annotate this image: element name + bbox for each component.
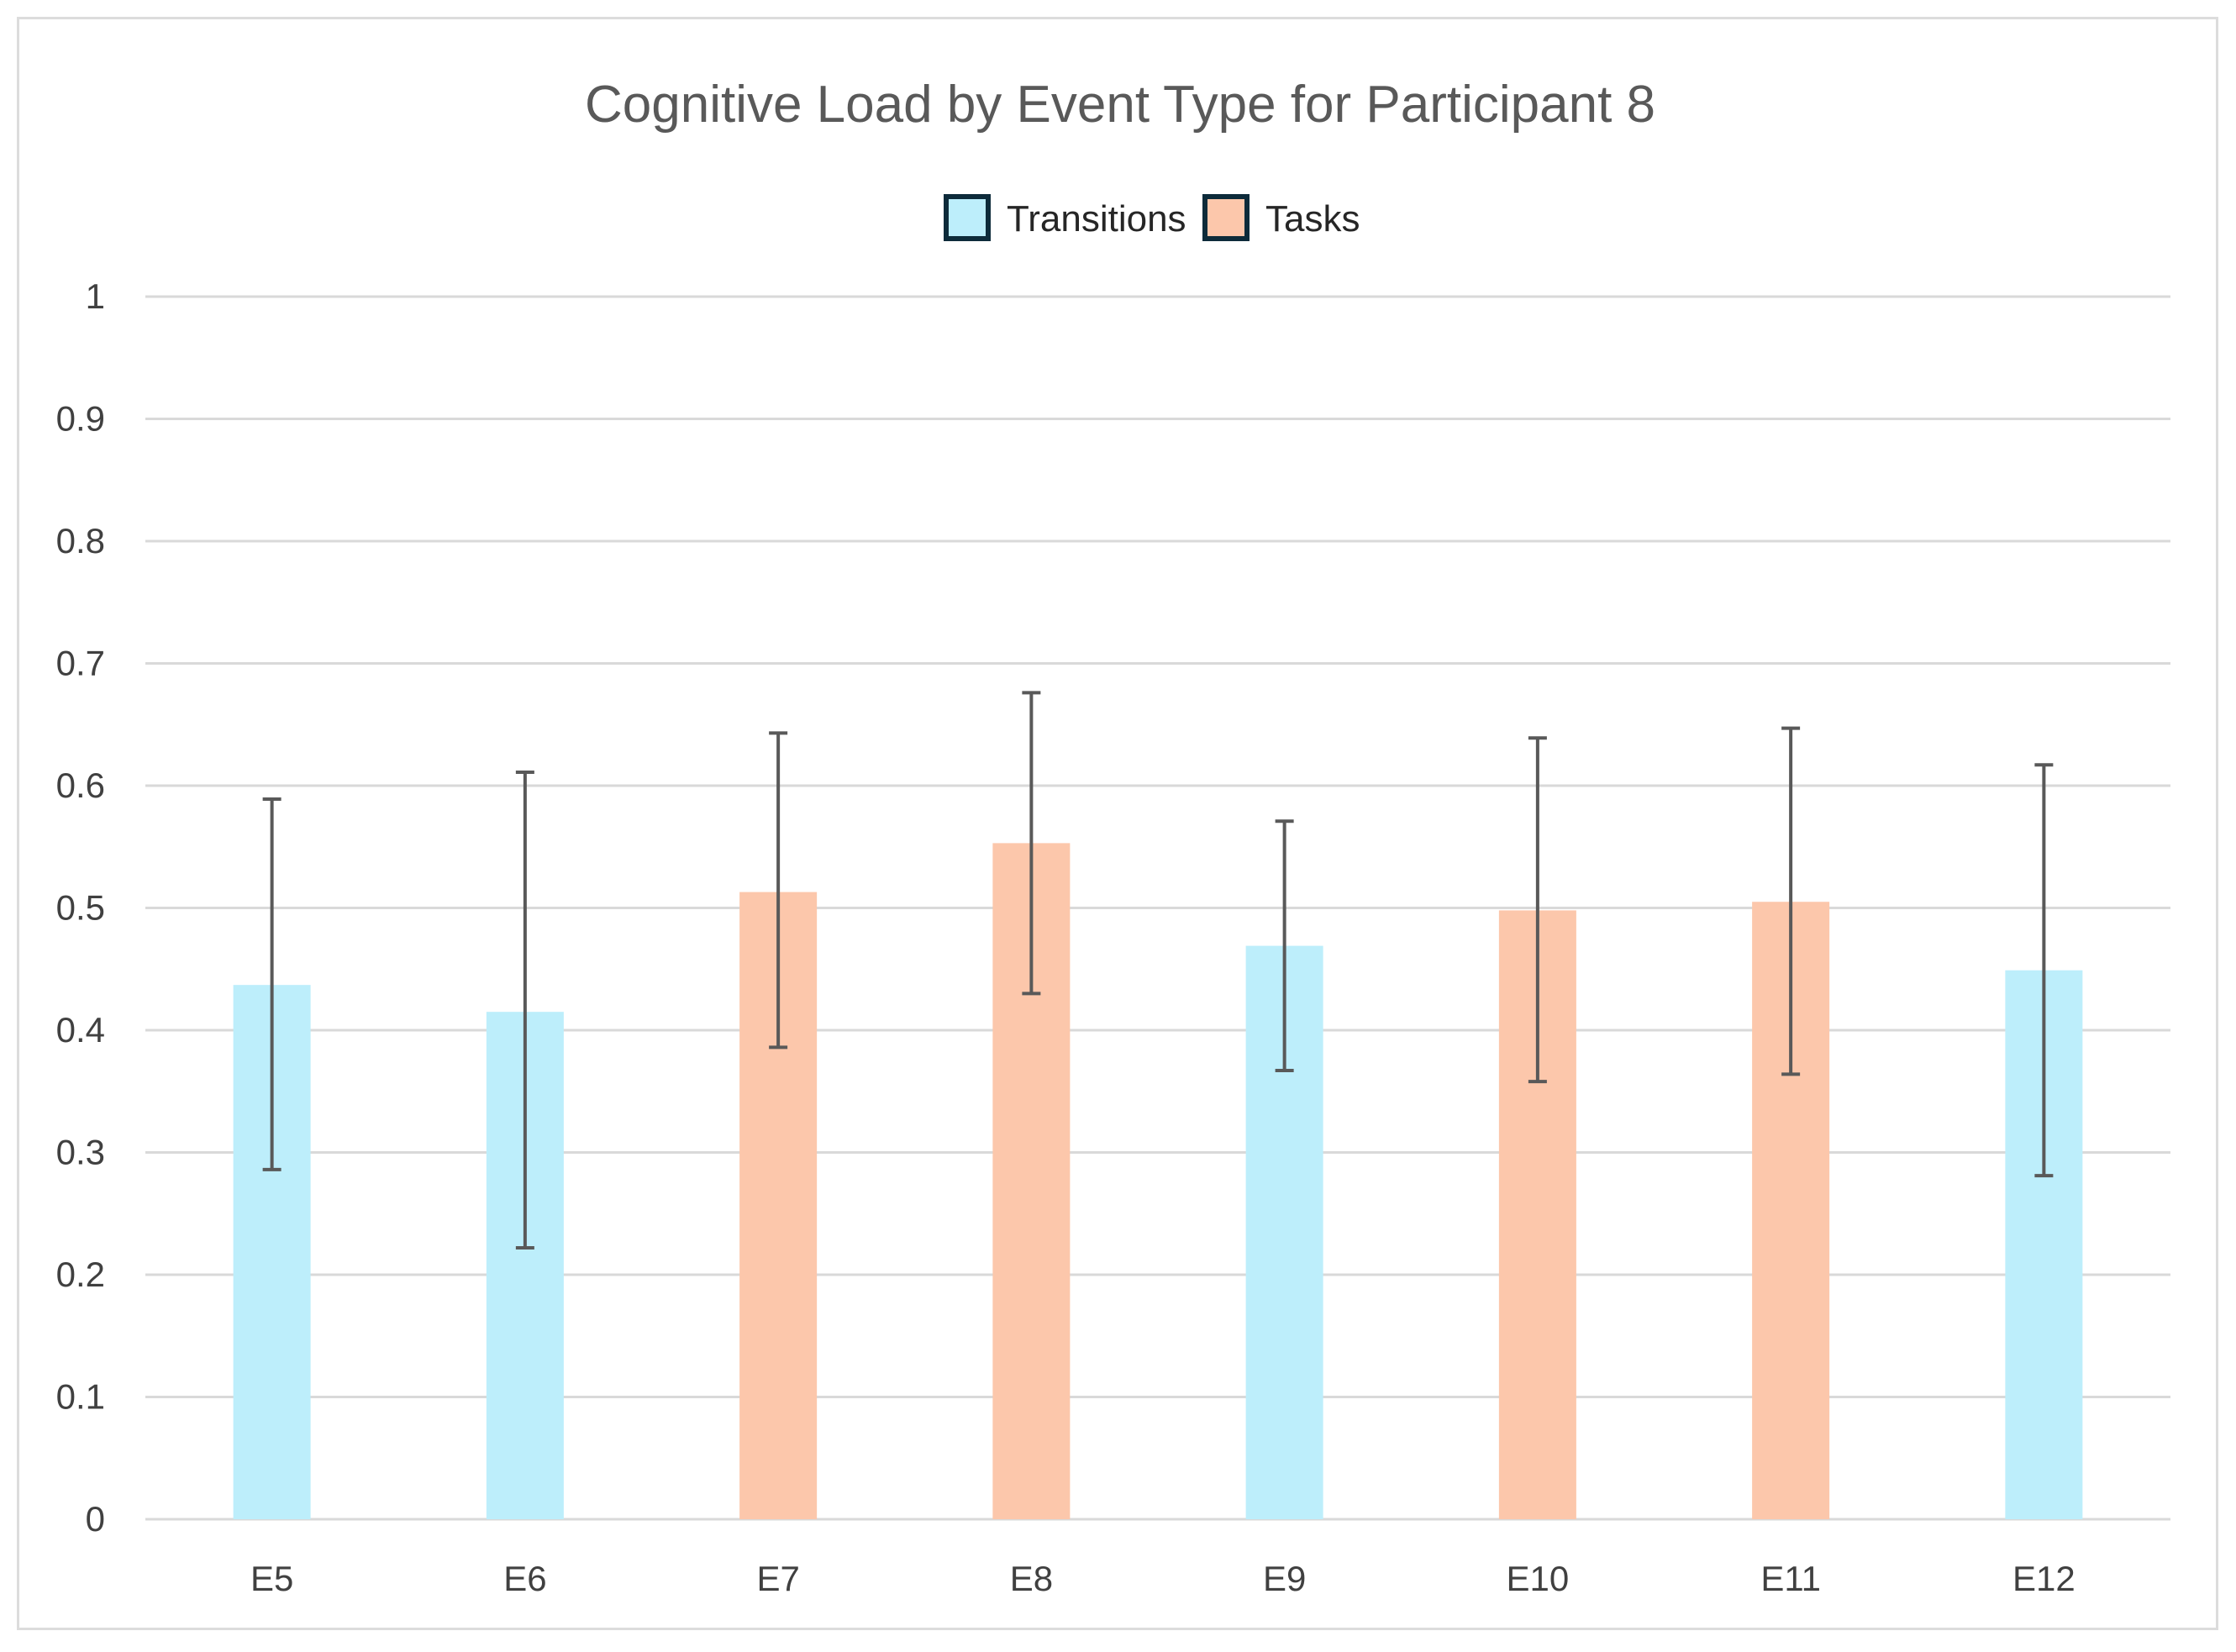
legend-label: Tasks (1265, 198, 1360, 239)
y-tick-label: 0.2 (56, 1255, 105, 1294)
x-tick-label: E12 (2012, 1559, 2076, 1598)
y-tick-label: 0.5 (56, 888, 105, 928)
chart-frame: Cognitive Load by Event Type for Partici… (17, 17, 2218, 1630)
y-tick-label: 0.9 (56, 399, 105, 439)
legend: Transitions Tasks (944, 194, 1360, 241)
y-axis-tick-labels: 0 0.1 0.2 0.3 0.4 0.5 0.6 0.7 0.8 0.9 1 (56, 276, 105, 1539)
legend-swatch (1202, 194, 1250, 241)
x-tick-label: E6 (503, 1559, 546, 1598)
y-tick-label: 0.4 (56, 1010, 105, 1050)
chart-title: Cognitive Load by Event Type for Partici… (585, 76, 1655, 134)
x-tick-label: E5 (250, 1559, 293, 1598)
legend-swatch (944, 194, 991, 241)
y-tick-label: 0.8 (56, 521, 105, 560)
y-tick-label: 0 (86, 1499, 105, 1539)
bars (233, 843, 2083, 1519)
x-tick-label: E8 (1010, 1559, 1053, 1598)
x-tick-label: E11 (1760, 1559, 1821, 1598)
x-tick-label: E10 (1507, 1559, 1570, 1598)
error-bars (262, 691, 2054, 1250)
y-tick-label: 0.7 (56, 644, 105, 683)
y-tick-label: 0.1 (56, 1377, 105, 1417)
y-tick-label: 1 (86, 276, 105, 316)
x-tick-label: E7 (756, 1559, 799, 1598)
gridlines (145, 295, 2170, 1521)
legend-label: Transitions (1007, 198, 1186, 239)
x-axis-tick-labels: E5 E6 E7 E8 E9 E10 E11 E12 (250, 1559, 2076, 1598)
chart: Cognitive Load by Event Type for Partici… (56, 76, 2170, 1598)
y-tick-label: 0.6 (56, 765, 105, 805)
y-tick-label: 0.3 (56, 1133, 105, 1172)
x-tick-label: E9 (1263, 1559, 1306, 1598)
